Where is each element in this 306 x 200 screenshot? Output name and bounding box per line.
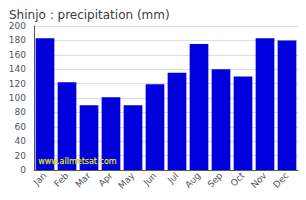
svg-text:40: 40 <box>15 136 27 146</box>
svg-text:Aug: Aug <box>183 170 202 189</box>
svg-text:Nov: Nov <box>249 170 269 190</box>
svg-text:80: 80 <box>15 107 27 117</box>
svg-text:www.allmetsat.com: www.allmetsat.com <box>38 157 117 166</box>
svg-text:Oct: Oct <box>228 170 246 188</box>
svg-text:Jun: Jun <box>141 170 159 188</box>
svg-text:100: 100 <box>9 93 26 103</box>
svg-text:140: 140 <box>9 64 26 74</box>
svg-text:Mar: Mar <box>73 170 92 189</box>
svg-text:Dec: Dec <box>271 170 290 189</box>
svg-text:20: 20 <box>15 151 27 161</box>
svg-text:Apr: Apr <box>96 170 114 188</box>
svg-text:May: May <box>116 170 137 191</box>
svg-text:160: 160 <box>9 50 26 60</box>
svg-text:60: 60 <box>15 122 27 132</box>
svg-text:Jan: Jan <box>31 170 49 188</box>
svg-text:200: 200 <box>9 21 26 31</box>
svg-text:0: 0 <box>20 165 26 175</box>
svg-text:Feb: Feb <box>52 170 71 189</box>
svg-text:180: 180 <box>9 35 26 45</box>
svg-text:Jul: Jul <box>165 170 180 185</box>
svg-text:Shinjo : precipitation (mm): Shinjo : precipitation (mm) <box>9 8 170 22</box>
svg-text:120: 120 <box>9 79 26 89</box>
svg-text:Sep: Sep <box>205 170 224 189</box>
